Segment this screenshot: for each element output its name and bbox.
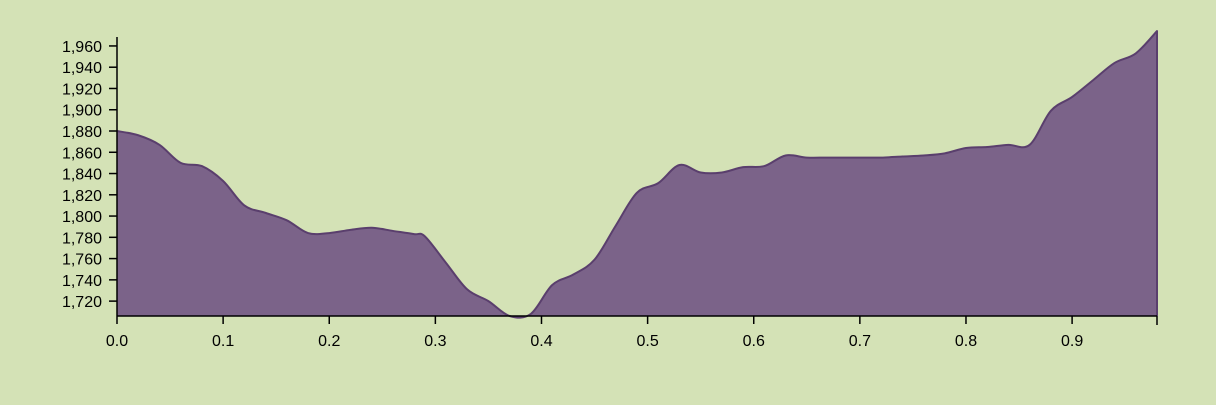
y-tick-label: 1,880	[62, 124, 102, 141]
x-tick-label: 0.4	[530, 333, 552, 350]
x-tick-label: 0.9	[1061, 333, 1083, 350]
area-layer	[116, 30, 1158, 319]
y-tick-label: 1,720	[62, 294, 102, 311]
y-tick-label: 1,760	[62, 252, 102, 269]
x-tick-label: 0.1	[212, 333, 234, 350]
y-tick-label: 1,940	[62, 60, 102, 77]
y-tick-label: 1,900	[62, 103, 102, 120]
x-tick-label: 0.2	[318, 333, 340, 350]
y-tick-label: 1,920	[62, 81, 102, 98]
y-tick-label: 1,780	[62, 230, 102, 247]
x-tick-label: 0.0	[106, 333, 128, 350]
series-line	[116, 30, 1158, 319]
y-tick-label: 1,860	[62, 145, 102, 162]
y-tick-label: 1,740	[62, 273, 102, 290]
y-tick-label: 1,960	[62, 39, 102, 56]
x-tick-label: 0.8	[955, 333, 977, 350]
x-tick-label: 0.5	[636, 333, 658, 350]
x-tick-label: 0.7	[849, 333, 871, 350]
y-tick-label: 1,840	[62, 167, 102, 184]
y-tick-label: 1,820	[62, 188, 102, 205]
y-tick-label: 1,800	[62, 209, 102, 226]
series-area	[117, 31, 1157, 318]
x-tick-label: 0.3	[424, 333, 446, 350]
axes-layer: 0.0 0.1 0.2 0.3 0.4 0.5 0.6 0.7 0.8 0.9 1,720 1,740…	[62, 37, 1158, 350]
x-tick-label: 0.6	[743, 333, 765, 350]
